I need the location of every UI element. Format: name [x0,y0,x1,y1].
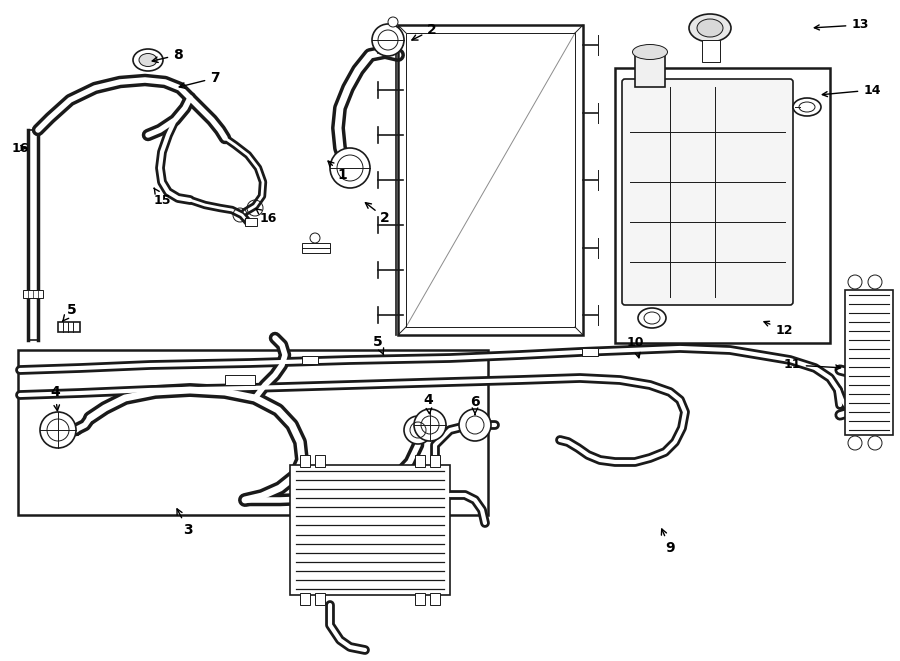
Bar [315,593,325,605]
Ellipse shape [633,44,668,59]
Circle shape [414,409,446,441]
Circle shape [310,233,320,243]
Bar [302,243,330,253]
Text: 12: 12 [764,321,793,336]
FancyBboxPatch shape [622,79,793,305]
Text: 13: 13 [814,19,868,32]
Bar [406,33,575,327]
Text: 8: 8 [152,48,183,62]
Text: 5: 5 [374,335,383,354]
Bar [615,68,830,343]
Ellipse shape [793,98,821,116]
Text: 16: 16 [256,209,276,225]
Text: 14: 14 [823,83,881,97]
Circle shape [459,409,491,441]
Bar [300,593,310,605]
Text: 4: 4 [50,385,60,410]
Bar [415,593,425,605]
Bar [315,455,325,467]
Text: 3: 3 [177,509,193,537]
Bar [290,465,450,595]
Circle shape [848,275,862,289]
Bar [582,348,598,356]
Bar [225,375,255,385]
Circle shape [40,412,76,448]
Text: 4: 4 [423,393,433,414]
Bar [300,455,310,467]
Text: 2: 2 [365,203,390,225]
Ellipse shape [139,54,157,67]
Circle shape [388,17,398,27]
Ellipse shape [689,14,731,42]
Bar [23,290,43,298]
Ellipse shape [133,49,163,71]
Text: 7: 7 [179,71,220,89]
Text: 2: 2 [412,23,436,40]
Bar [18,350,488,515]
Circle shape [848,436,862,450]
Circle shape [404,416,432,444]
Text: 6: 6 [470,395,480,414]
Text: 5: 5 [62,303,77,321]
Circle shape [868,436,882,450]
Bar [415,455,425,467]
Bar [398,25,583,335]
Ellipse shape [638,308,666,328]
Bar [302,356,318,364]
Bar [245,218,257,226]
Text: 10: 10 [626,336,644,358]
Ellipse shape [697,19,723,37]
Text: 9: 9 [662,529,675,555]
Bar [845,290,893,435]
Bar [430,593,440,605]
Bar [430,455,440,467]
Circle shape [868,275,882,289]
Bar [58,322,80,332]
Text: 15: 15 [153,188,171,206]
Text: 16: 16 [12,141,29,155]
Bar [635,52,665,87]
Circle shape [330,148,370,188]
Text: 11: 11 [783,358,841,371]
Text: 1: 1 [328,161,346,182]
Circle shape [372,24,404,56]
Bar [702,40,720,62]
